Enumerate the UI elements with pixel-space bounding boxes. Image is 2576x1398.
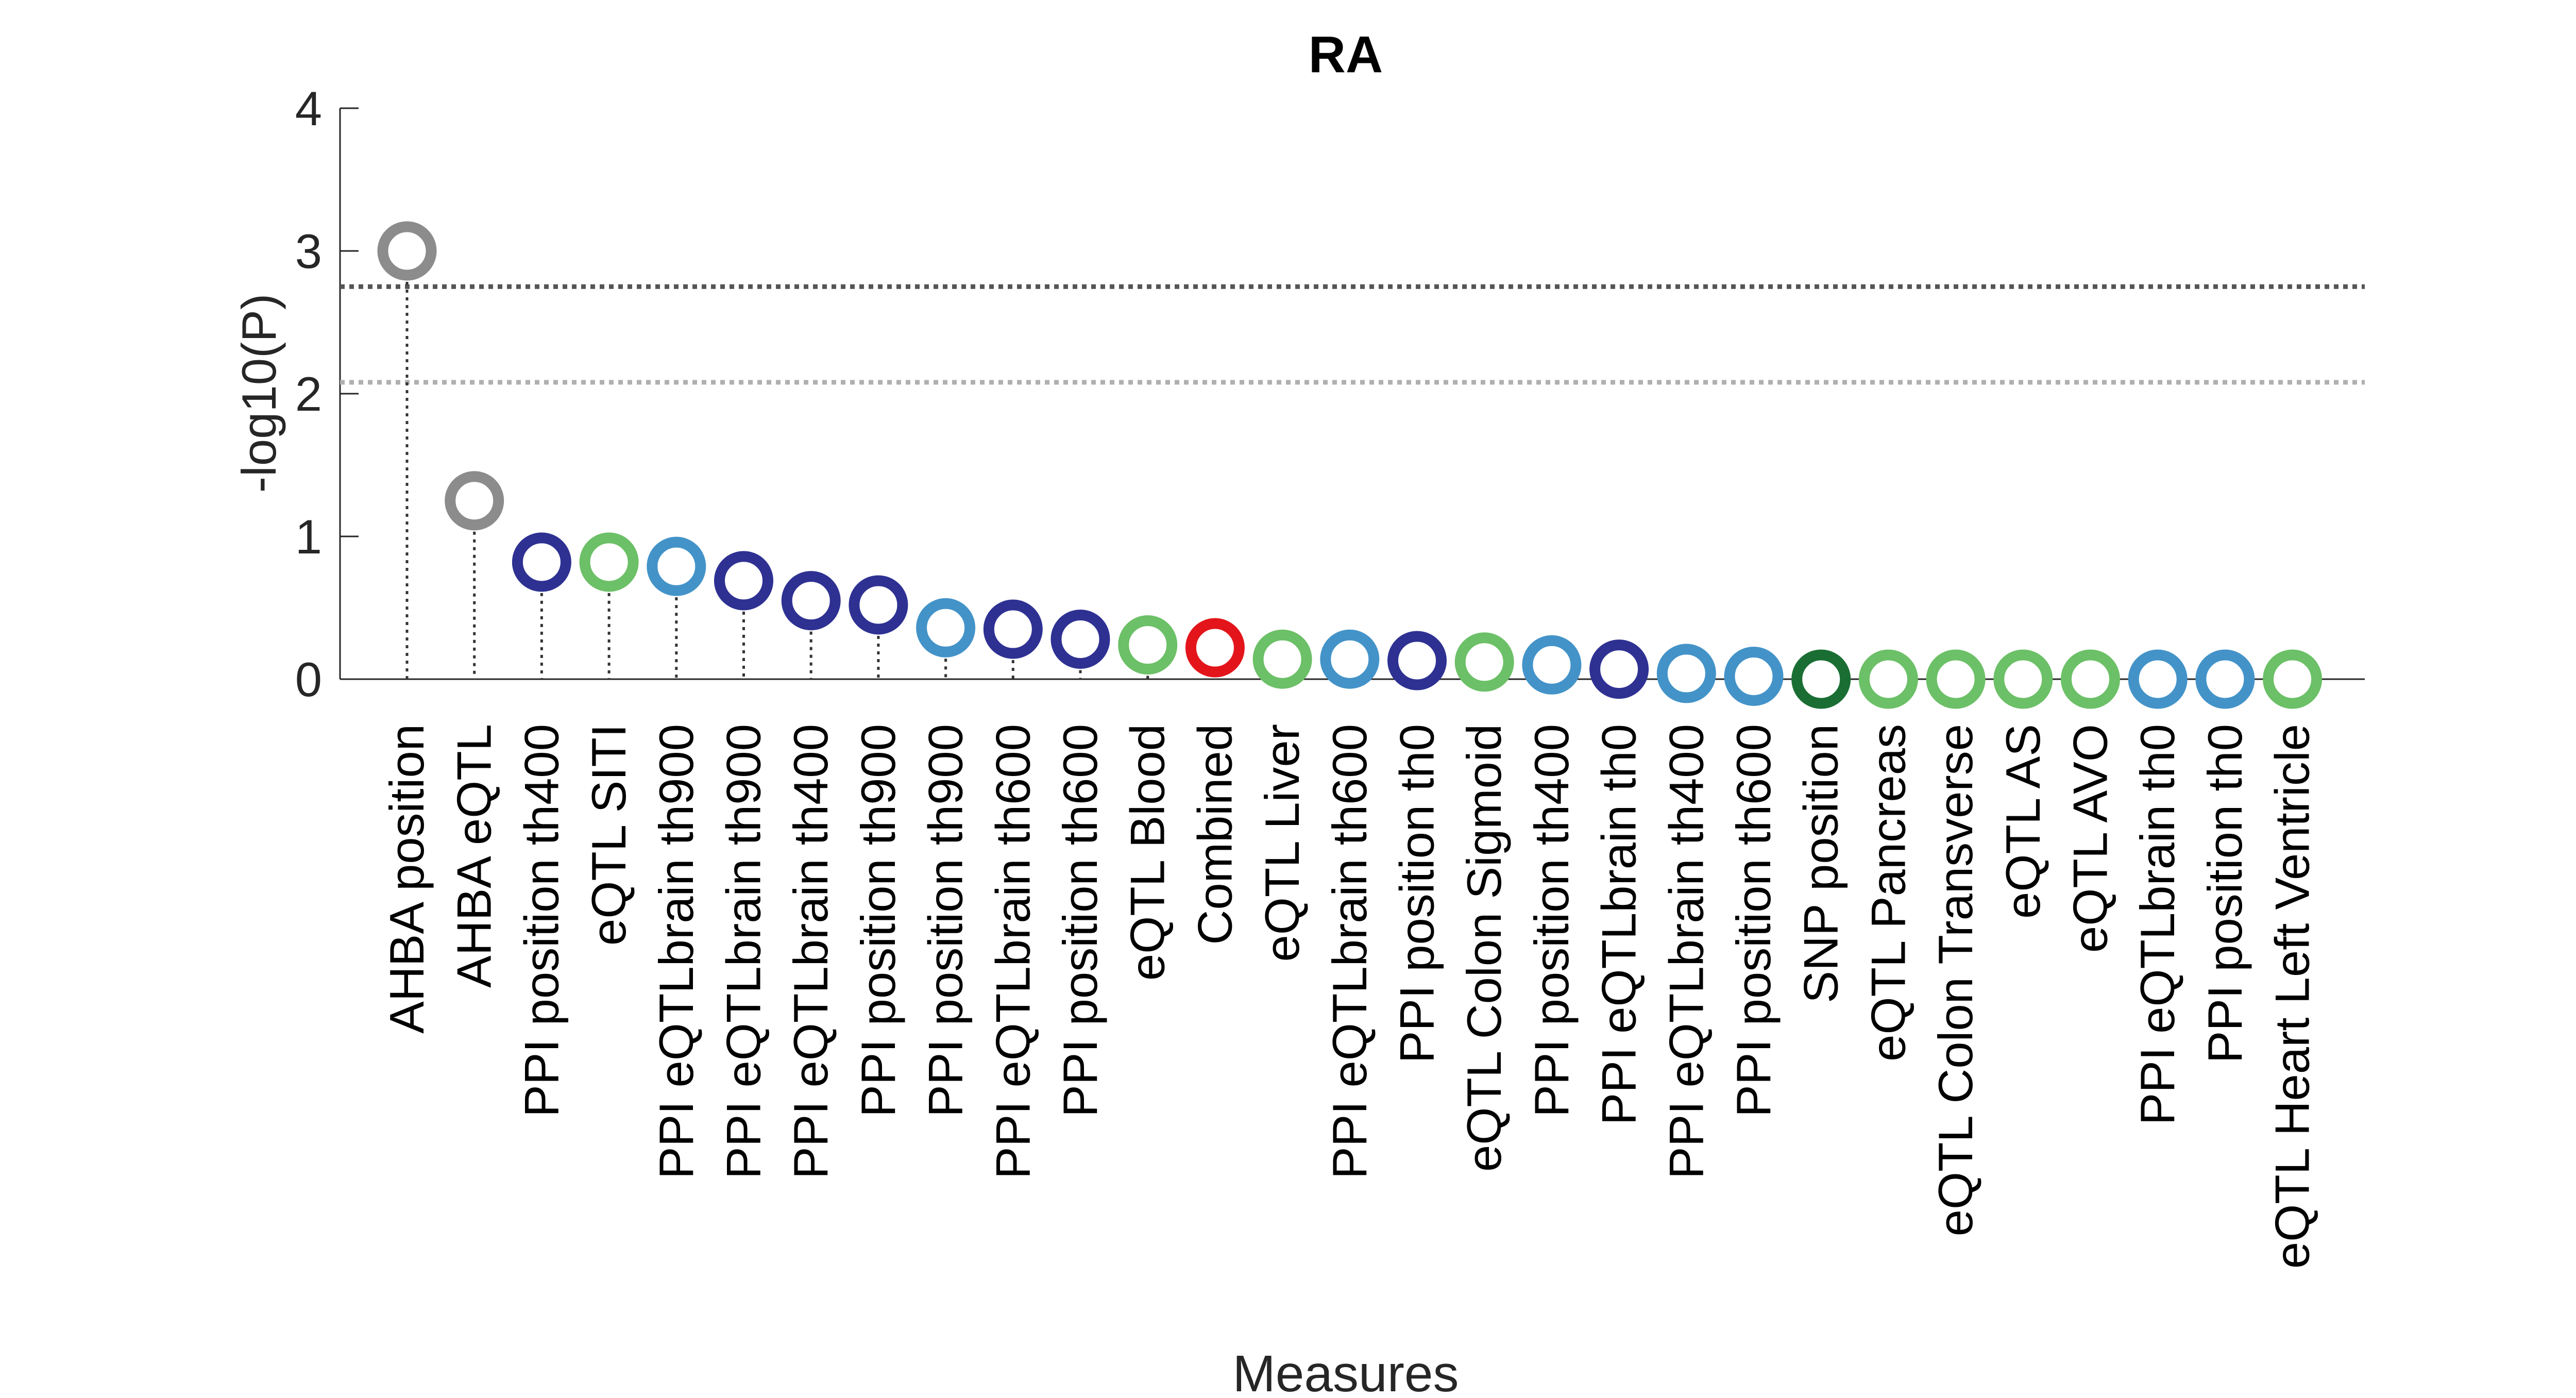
axes: 0 1 2 3 4 <box>295 81 2365 706</box>
data-point <box>579 532 639 592</box>
x-tick-label: PPI position th900 <box>851 724 905 1117</box>
data-point <box>377 221 437 281</box>
x-tick-label: eQTL Pancreas <box>1861 724 1915 1062</box>
x-tick-label: eQTL AVO <box>2063 724 2117 953</box>
data-point <box>714 551 773 611</box>
x-tick-label: eQTL Liver <box>1255 724 1309 962</box>
x-tick-label: AHBA position <box>380 724 434 1034</box>
data-point <box>1724 646 1784 706</box>
x-tick-label: PPI position th600 <box>1726 724 1781 1117</box>
x-tick-label: PPI position th400 <box>514 724 568 1117</box>
data-point <box>2263 649 2323 709</box>
x-tick-label: PPI position th0 <box>2198 724 2252 1063</box>
x-tick-label: PPI eQTLbrain th400 <box>784 724 838 1179</box>
data-point <box>1454 632 1514 692</box>
x-tick-label: PPI position th600 <box>1053 724 1107 1117</box>
x-tick-label: PPI position th900 <box>919 724 973 1117</box>
data-point <box>849 575 908 635</box>
data-point <box>1185 618 1245 678</box>
data-point <box>1320 629 1380 689</box>
data-point <box>1993 649 2053 709</box>
x-tick-label: PPI eQTLbrain th900 <box>649 724 703 1179</box>
y-tick-label: 4 <box>295 81 322 136</box>
y-axis-label: -log10(P) <box>232 294 286 493</box>
chart-title: RA <box>1309 26 1383 83</box>
x-tick-label: Combined <box>1188 724 1242 945</box>
data-point <box>1252 629 1312 689</box>
data-point <box>983 599 1043 659</box>
data-point <box>1926 649 1986 709</box>
data-point <box>916 598 976 658</box>
data-point <box>647 536 706 596</box>
x-tick-label: PPI position th400 <box>1524 724 1579 1117</box>
data-point <box>1791 649 1851 709</box>
x-tick-label: SNP position <box>1794 724 1848 1003</box>
data-point <box>2195 649 2255 709</box>
data-point <box>1522 635 1582 695</box>
data-point <box>1118 615 1178 675</box>
data-point <box>1858 649 1918 709</box>
data-point <box>2128 649 2188 709</box>
x-tick-label: AHBA eQTL <box>447 724 501 988</box>
x-tick-labels: AHBA position AHBA eQTL PPI position th400… <box>380 724 2319 1269</box>
y-tick-label: 2 <box>295 367 322 421</box>
x-tick-label: eQTL SITI <box>582 724 636 946</box>
x-tick-label: eQTL Blood <box>1121 724 1175 981</box>
data-point <box>1589 639 1649 699</box>
x-tick-label: eQTL Colon Transverse <box>1928 724 1982 1236</box>
data-point <box>445 471 504 531</box>
data-point <box>1656 644 1716 703</box>
x-axis-label: Measures <box>1232 1345 1459 1395</box>
data-marks <box>377 221 2323 709</box>
data-point <box>781 571 841 631</box>
x-tick-label: PPI eQTLbrain th400 <box>1659 724 1713 1179</box>
x-tick-label: PPI eQTLbrain th600 <box>1323 724 1377 1179</box>
y-tick-label: 3 <box>295 224 322 278</box>
y-tick-label: 0 <box>295 652 322 706</box>
data-point <box>1387 631 1447 690</box>
x-tick-label: PPI eQTLbrain th900 <box>717 724 771 1179</box>
data-point <box>512 532 571 592</box>
x-tick-label: PPI eQTLbrain th0 <box>2130 724 2184 1125</box>
y-tick-label: 1 <box>295 510 322 564</box>
x-tick-label: PPI eQTLbrain th600 <box>986 724 1040 1179</box>
x-tick-label: eQTL AS <box>1996 724 2050 919</box>
data-point <box>2061 649 2120 709</box>
data-point <box>1050 609 1110 669</box>
x-tick-label: eQTL Heart Left Ventricle <box>2265 724 2319 1269</box>
x-tick-label: PPI position th0 <box>1390 724 1444 1063</box>
x-tick-label: eQTL Colon Sigmoid <box>1457 724 1511 1172</box>
x-tick-label: PPI eQTLbrain th0 <box>1592 724 1646 1125</box>
